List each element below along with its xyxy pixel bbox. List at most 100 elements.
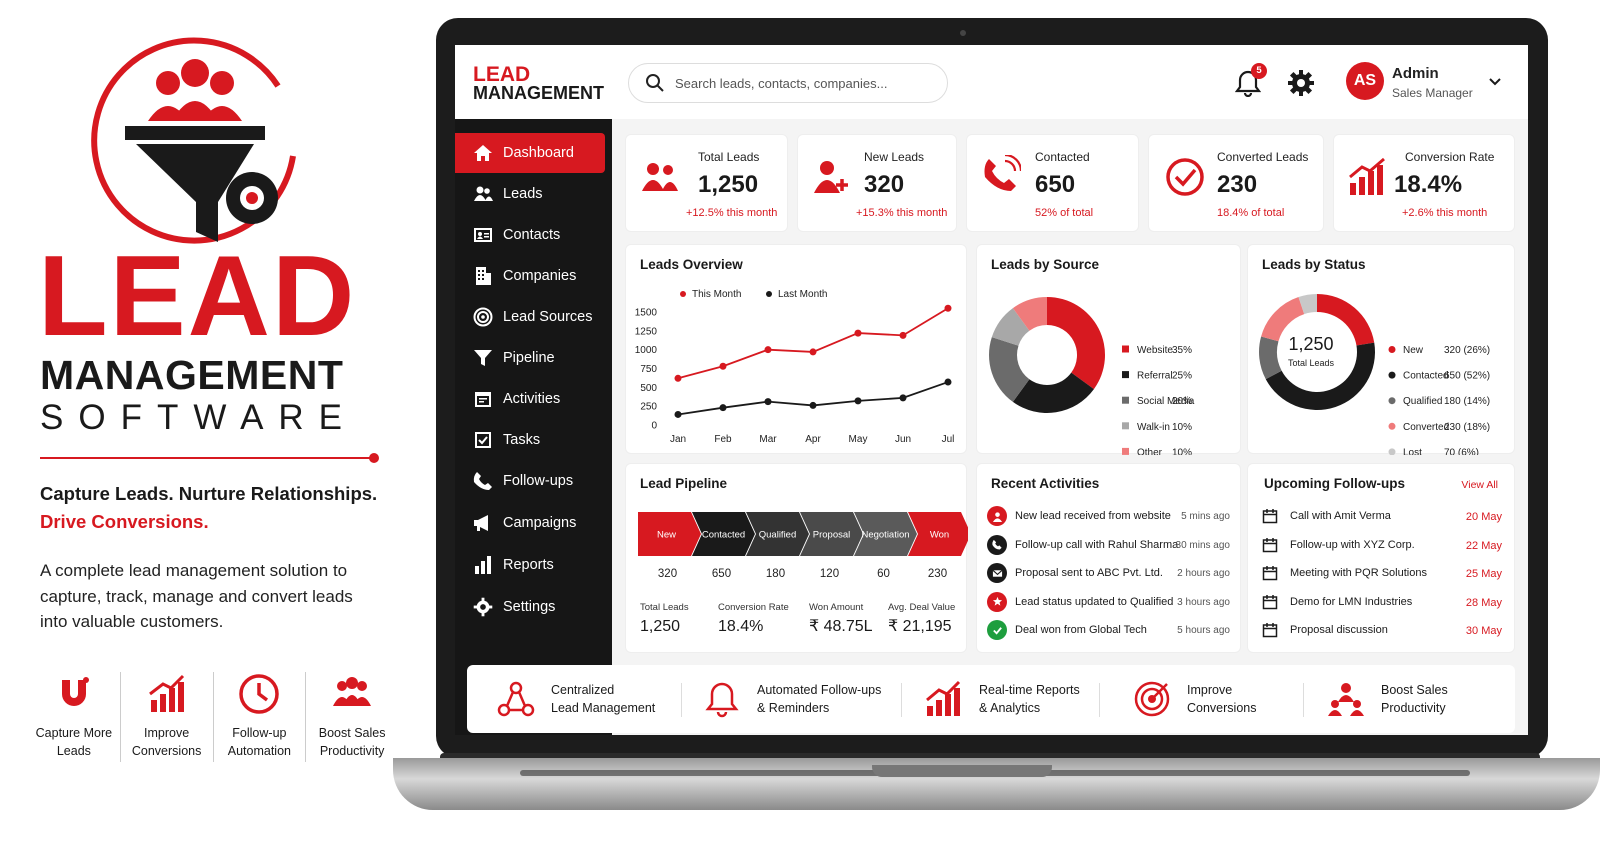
kpi-total-leads[interactable]: Total Leads 1,250 +12.5% this month [625, 134, 788, 232]
followup-text: Proposal discussion [1290, 624, 1388, 636]
sidebar-item-pipeline[interactable]: Pipeline [455, 338, 605, 378]
sidebar-item-follow-ups[interactable]: Follow-ups [455, 461, 605, 501]
pipeline-metric-label: Avg. Deal Value [888, 602, 955, 613]
x-tick-label: Apr [805, 434, 821, 445]
pipeline-stage-label: Qualified [759, 530, 797, 541]
separator [1303, 683, 1304, 717]
sidebar-item-activities[interactable]: Activities [455, 379, 605, 419]
activity-time: 3 hours ago [1177, 596, 1230, 608]
sidebar-item-dashboard[interactable]: Dashboard [455, 133, 605, 173]
contact-card-icon [474, 228, 492, 242]
followup-item[interactable]: Demo for LMN Industries [1262, 594, 1502, 610]
growth-chart-icon [148, 674, 184, 712]
sidebar-item-leads[interactable]: Leads [455, 174, 605, 214]
legend-value: 20% [1172, 396, 1192, 407]
promo-title: LEAD [38, 233, 357, 360]
followups-card: Upcoming Follow-ups View All Call with A… [1247, 463, 1515, 653]
followup-item[interactable]: Meeting with PQR Solutions [1262, 565, 1502, 581]
donut-center-value: 1,250 [1288, 334, 1334, 354]
legend-label: Social Media [1137, 396, 1195, 407]
feature-text: Real-time Reports & Analytics [979, 681, 1080, 717]
pipeline-stage-count: 230 [928, 568, 947, 580]
feature-line1: Real-time Reports [979, 683, 1080, 697]
followup-item[interactable]: Follow-up with XYZ Corp. [1262, 537, 1502, 553]
home-icon [474, 145, 492, 161]
followup-date: 30 May [1465, 625, 1502, 637]
kpi-new-leads[interactable]: New Leads 320 +15.3% this month [797, 134, 957, 232]
sidebar-item-settings[interactable]: Settings [455, 587, 605, 627]
feature-productivity: Boost Sales Productivity [306, 672, 398, 762]
kpi-value: 1,250 [698, 171, 759, 198]
data-point [899, 394, 907, 402]
legend-marker [680, 291, 686, 297]
kpi-title: Total Leads [698, 150, 760, 164]
x-tick-label: Mar [759, 434, 777, 445]
pipeline-stage-count: 120 [820, 568, 839, 580]
kpi-converted[interactable]: Converted Leads 230 18.4% of total [1148, 134, 1324, 232]
app-logo[interactable]: LEAD MANAGEMENT [473, 64, 604, 103]
activity-item[interactable]: New lead received from website [987, 506, 1232, 526]
gear-icon[interactable] [1287, 69, 1315, 97]
activity-item[interactable]: Proposal sent to ABC Pvt. Ltd. [987, 563, 1232, 583]
legend-value: 10% [1172, 422, 1192, 433]
legend-marker [1388, 346, 1396, 353]
building-icon [476, 267, 491, 285]
users-icon [474, 186, 493, 201]
legend-marker [1388, 448, 1396, 455]
search-input[interactable] [675, 75, 915, 91]
feature-label: Follow-up Automation [227, 726, 291, 758]
sidebar-item-contacts[interactable]: Contacts [455, 215, 605, 255]
avatar[interactable]: AS [1346, 62, 1384, 100]
bell-icon [705, 682, 739, 718]
donut-slice [991, 308, 1030, 346]
sidebar-item-label: Settings [503, 599, 556, 615]
search-box[interactable] [628, 63, 948, 103]
followup-item[interactable]: Call with Amit Verma [1262, 508, 1502, 524]
app-header: LEAD MANAGEMENT 5 AS Admin Sales Manager [455, 45, 1528, 119]
kpi-contacted[interactable]: Contacted 650 52% of total [966, 134, 1139, 232]
pipeline-arrows: New 320 Contacted 650 Qualified 180 Proposal 12… [638, 512, 968, 635]
kpi-value: 320 [864, 171, 905, 198]
growth-chart-icon [926, 680, 961, 716]
legend-label: Walk-in [1137, 422, 1170, 433]
sidebar-item-campaigns[interactable]: Campaigns [455, 503, 605, 543]
calendar-icon [475, 392, 491, 407]
user-role: Sales Manager [1392, 86, 1473, 100]
sidebar-item-reports[interactable]: Reports [455, 545, 605, 585]
leads-overview-card: Leads Overview 0 250 500 750 1000 1250 1500 Jan… [625, 244, 967, 454]
legend-label: Lost [1403, 447, 1422, 455]
feature-boost: Boost Sales Productivity [1327, 665, 1448, 733]
megaphone-icon [474, 515, 488, 531]
divider-dot [369, 453, 379, 463]
y-tick-label: 1000 [635, 345, 658, 356]
activity-item[interactable]: Deal won from Global Tech [987, 620, 1232, 640]
legend-marker [1388, 397, 1396, 405]
sidebar: Dashboard Leads Contacts Companies Lead … [455, 119, 612, 735]
feature-line1: Automated Follow-ups [757, 683, 882, 697]
sidebar-item-lead-sources[interactable]: Lead Sources [455, 297, 605, 337]
feature-text: Boost Sales Productivity [1381, 681, 1448, 717]
chevron-down-icon[interactable] [1488, 75, 1502, 89]
activity-item[interactable]: Lead status updated to Qualified [987, 591, 1232, 612]
legend-label: Contacted [1403, 371, 1449, 382]
sidebar-item-companies[interactable]: Companies [455, 256, 605, 296]
series-line [677, 381, 949, 416]
user-name[interactable]: Admin [1392, 65, 1439, 82]
activity-item[interactable]: Follow-up call with Rahul Sharma [987, 534, 1232, 555]
donut-slice [1047, 297, 1105, 390]
sidebar-item-tasks[interactable]: Tasks [455, 420, 605, 460]
feature-capture: Capture More Leads [28, 672, 121, 762]
kpi-conversion-rate[interactable]: Conversion Rate 18.4% +2.6% this month [1333, 134, 1515, 232]
view-all-link[interactable]: View All [1461, 479, 1498, 491]
activity-time: 5 hours ago [1177, 625, 1230, 636]
followup-text: Call with Amit Verma [1290, 510, 1391, 522]
kpi-change: 52% of total [1035, 207, 1094, 219]
separator [1099, 683, 1100, 717]
feature-text: Automated Follow-ups & Reminders [757, 681, 881, 717]
data-point [674, 410, 682, 418]
promo-features: Capture More Leads Improve Conversions F… [28, 672, 398, 762]
legend-label: New [1403, 345, 1424, 356]
sidebar-item-label: Leads [503, 186, 543, 202]
gear-icon [473, 597, 493, 617]
followup-item[interactable]: Proposal discussion [1262, 622, 1502, 638]
